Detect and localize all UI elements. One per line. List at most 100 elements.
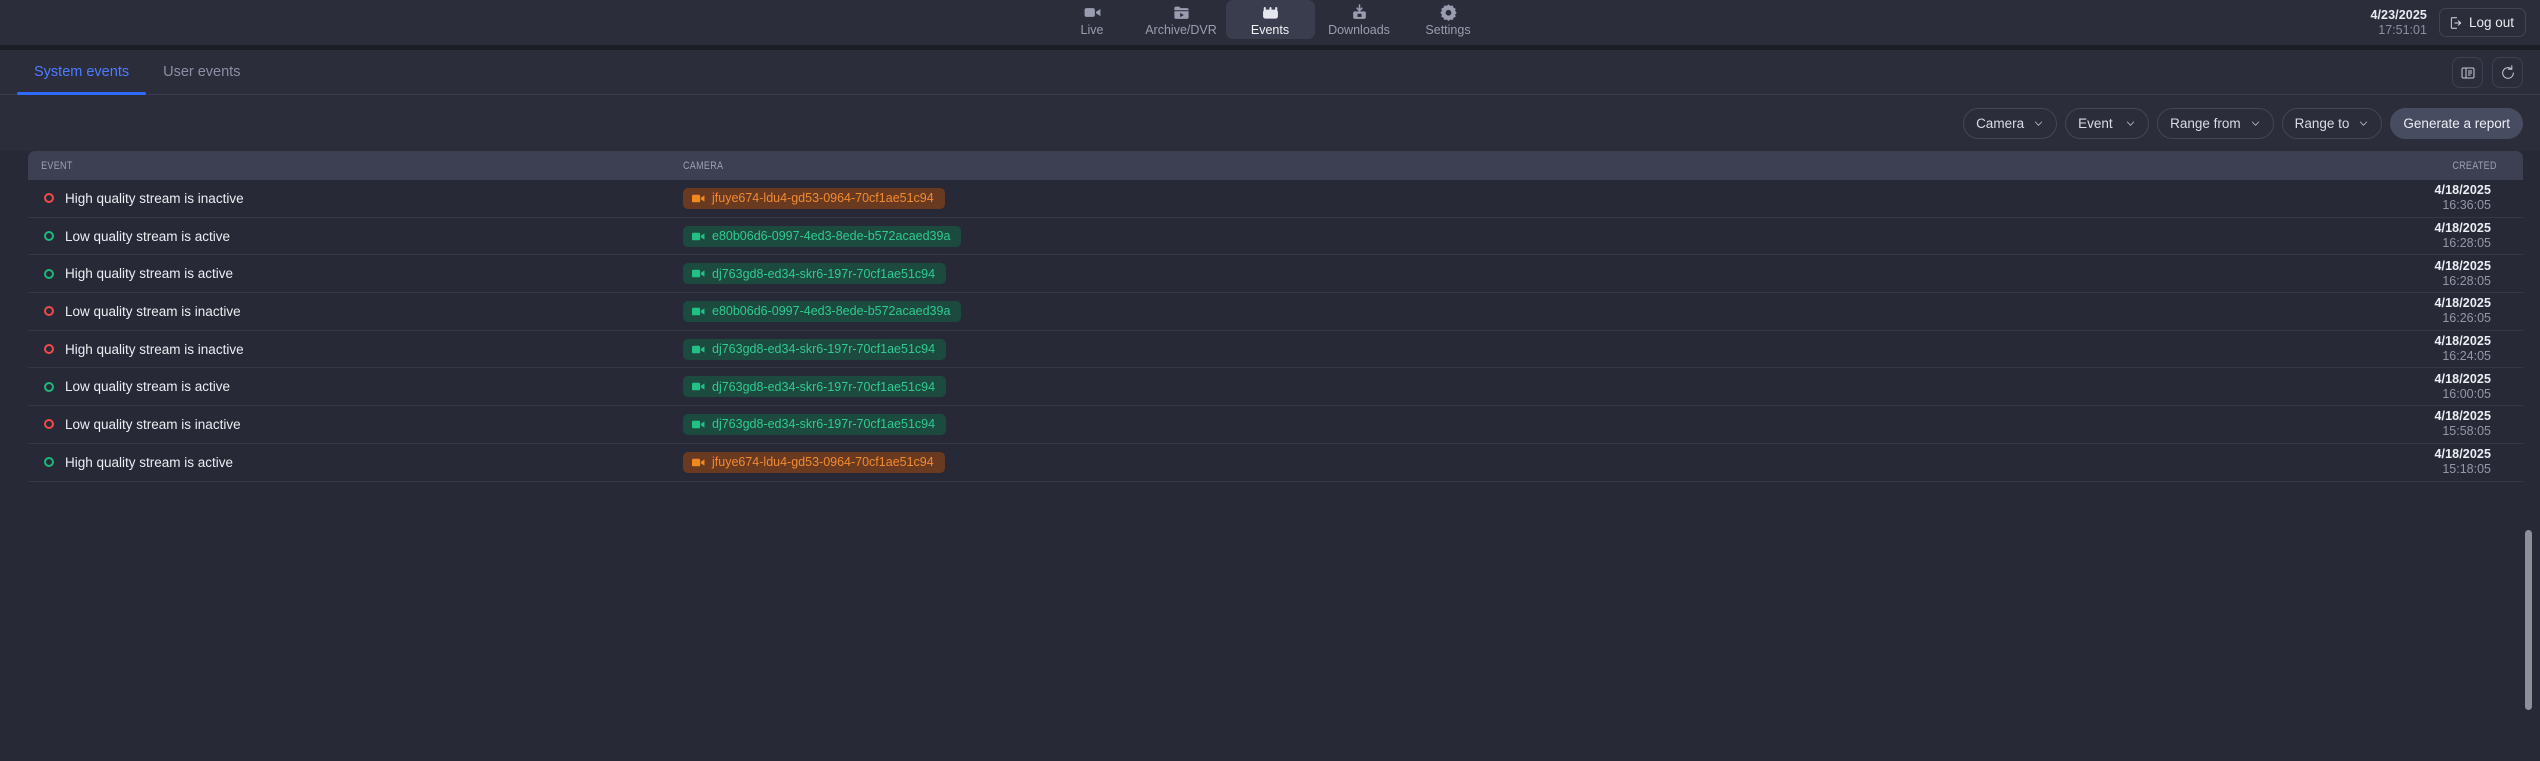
range-from-filter-dropdown[interactable]: Range from bbox=[2157, 107, 2274, 139]
camera-badge[interactable]: e80b06d6-0997-4ed3-8ede-b572acaed39a bbox=[683, 225, 962, 247]
camera-badge[interactable]: dj763gd8-ed34-skr6-197r-70cf1ae51c94 bbox=[683, 263, 947, 285]
event-text: High quality stream is active bbox=[65, 266, 234, 282]
table-header-row: EVENT CAMERA CREATED bbox=[28, 151, 2523, 180]
cell-event: High quality stream is inactive bbox=[28, 191, 683, 206]
table-row[interactable]: Low quality stream is active e80b06d6-099… bbox=[28, 218, 2523, 256]
range-to-filter-label: Range to bbox=[2294, 115, 2350, 131]
topbar-divider bbox=[0, 45, 2540, 50]
chevron-down-icon bbox=[2360, 120, 2368, 126]
nav-item-archive-dvr[interactable]: Archive/DVR bbox=[1137, 0, 1226, 39]
nav-item-events[interactable]: Events bbox=[1225, 0, 1315, 39]
table-row[interactable]: Low quality stream is inactive dj763gd8-e… bbox=[28, 406, 2523, 444]
event-text: Low quality stream is active bbox=[65, 228, 231, 244]
chevron-down-icon bbox=[2251, 120, 2259, 126]
cell-camera: dj763gd8-ed34-skr6-197r-70cf1ae51c94 bbox=[683, 338, 1483, 360]
table-row[interactable]: Low quality stream is active dj763gd8-ed3… bbox=[28, 368, 2523, 407]
created-time: 16:28:05 bbox=[2442, 236, 2491, 251]
video-camera-icon bbox=[692, 307, 705, 316]
video-camera-icon bbox=[692, 194, 705, 203]
cell-created: 4/18/2025 15:18:05 bbox=[1483, 447, 2523, 477]
cell-camera: e80b06d6-0997-4ed3-8ede-b572acaed39a bbox=[683, 225, 1483, 247]
camera-badge[interactable]: e80b06d6-0997-4ed3-8ede-b572acaed39a bbox=[683, 300, 962, 322]
generate-report-button[interactable]: Generate a report bbox=[2390, 107, 2523, 139]
created-date: 4/18/2025 bbox=[2434, 447, 2491, 462]
video-camera-icon bbox=[692, 458, 705, 466]
cell-camera: jfuye674-ldu4-gd53-0964-70cf1ae51c94 bbox=[683, 187, 1483, 209]
logout-label: Log out bbox=[2468, 15, 2514, 30]
cell-camera: e80b06d6-0997-4ed3-8ede-b572acaed39a bbox=[683, 300, 1483, 322]
status-indicator-icon bbox=[44, 419, 54, 430]
tab-system-events[interactable]: System events bbox=[17, 50, 147, 95]
camera-badge-label: dj763gd8-ed34-skr6-197r-70cf1ae51c94 bbox=[712, 266, 936, 281]
logout-icon bbox=[2450, 16, 2462, 29]
cell-camera: dj763gd8-ed34-skr6-197r-70cf1ae51c94 bbox=[683, 413, 1483, 435]
table-row[interactable]: High quality stream is inactive dj763gd8-… bbox=[28, 331, 2523, 369]
camera-badge-label: dj763gd8-ed34-skr6-197r-70cf1ae51c94 bbox=[712, 342, 936, 357]
table-row[interactable]: Low quality stream is inactive e80b06d6-0… bbox=[28, 293, 2523, 331]
video-camera-icon bbox=[1084, 8, 1100, 17]
camera-badge[interactable]: dj763gd8-ed34-skr6-197r-70cf1ae51c94 bbox=[683, 413, 947, 435]
refresh-icon bbox=[2501, 64, 2514, 79]
camera-badge-label: dj763gd8-ed34-skr6-197r-70cf1ae51c94 bbox=[712, 417, 936, 432]
cell-created: 4/18/2025 16:24:05 bbox=[1483, 334, 2523, 364]
cell-event: High quality stream is active bbox=[28, 455, 683, 470]
cell-event: Low quality stream is active bbox=[28, 379, 683, 394]
camera-badge-label: jfuye674-ldu4-gd53-0964-70cf1ae51c94 bbox=[712, 191, 934, 206]
created-date: 4/18/2025 bbox=[2434, 183, 2491, 198]
range-to-filter-dropdown[interactable]: Range to bbox=[2281, 107, 2383, 139]
status-indicator-icon bbox=[44, 306, 54, 317]
table-row[interactable]: High quality stream is active dj763gd8-ed… bbox=[28, 255, 2523, 294]
cell-camera: jfuye674-ldu4-gd53-0964-70cf1ae51c94 bbox=[683, 451, 1483, 473]
event-filter-label: Event bbox=[2078, 115, 2113, 131]
camera-filter-dropdown[interactable]: Camera bbox=[1963, 107, 2058, 139]
event-text: High quality stream is inactive bbox=[65, 341, 244, 357]
folder-play-icon bbox=[1173, 6, 1189, 19]
cell-created: 4/18/2025 16:28:05 bbox=[1483, 259, 2523, 289]
video-camera-icon bbox=[692, 382, 705, 391]
vertical-scrollbar-thumb[interactable] bbox=[2525, 530, 2532, 710]
chevron-down-icon bbox=[2034, 120, 2043, 126]
cell-event: High quality stream is active bbox=[28, 266, 683, 281]
nav-item-settings[interactable]: Settings bbox=[1404, 0, 1493, 39]
download-box-icon bbox=[1352, 4, 1366, 19]
status-indicator-icon bbox=[44, 381, 54, 392]
table-row[interactable]: High quality stream is inactive jfuye674-… bbox=[28, 180, 2523, 218]
table-row[interactable]: High quality stream is active jfuye674-ld… bbox=[28, 444, 2523, 482]
cell-created: 4/18/2025 16:00:05 bbox=[1483, 372, 2523, 402]
cell-created: 4/18/2025 15:58:05 bbox=[1483, 409, 2523, 439]
event-text: High quality stream is active bbox=[65, 454, 234, 470]
camera-badge[interactable]: dj763gd8-ed34-skr6-197r-70cf1ae51c94 bbox=[683, 338, 947, 360]
camera-badge[interactable]: jfuye674-ldu4-gd53-0964-70cf1ae51c94 bbox=[683, 451, 945, 473]
video-camera-icon bbox=[692, 232, 705, 240]
created-time: 16:36:05 bbox=[2442, 198, 2491, 213]
event-filter-dropdown[interactable]: Event bbox=[2065, 107, 2150, 139]
top-navigation-bar: Live Archive/DVR Events bbox=[0, 0, 2540, 45]
created-time: 15:58:05 bbox=[2442, 424, 2491, 439]
nav-item-live[interactable]: Live bbox=[1048, 0, 1137, 39]
created-time: 16:28:05 bbox=[2442, 273, 2491, 288]
columns-view-button[interactable] bbox=[2452, 57, 2483, 88]
column-header-camera: CAMERA bbox=[683, 159, 724, 172]
clock-date: 4/23/2025 bbox=[2370, 7, 2427, 22]
camera-badge-label: dj763gd8-ed34-skr6-197r-70cf1ae51c94 bbox=[712, 379, 936, 394]
event-text: Low quality stream is inactive bbox=[65, 303, 241, 319]
camera-badge[interactable]: jfuye674-ldu4-gd53-0964-70cf1ae51c94 bbox=[683, 187, 945, 209]
camera-badge[interactable]: dj763gd8-ed34-skr6-197r-70cf1ae51c94 bbox=[683, 376, 947, 398]
refresh-button[interactable] bbox=[2492, 57, 2523, 88]
created-date: 4/18/2025 bbox=[2434, 258, 2491, 273]
cell-created: 4/18/2025 16:36:05 bbox=[1483, 183, 2523, 213]
logout-button[interactable]: Log out bbox=[2438, 8, 2526, 37]
event-text: Low quality stream is active bbox=[65, 379, 231, 395]
event-text: High quality stream is inactive bbox=[65, 190, 244, 206]
gear-icon bbox=[1439, 4, 1457, 22]
chevron-down-icon bbox=[2126, 120, 2135, 126]
nav-item-downloads[interactable]: Downloads bbox=[1315, 0, 1404, 39]
filter-toolbar: Camera Event Range from Range to Generat… bbox=[0, 95, 2540, 151]
status-indicator-icon bbox=[44, 457, 54, 468]
created-time: 16:24:05 bbox=[2442, 349, 2491, 364]
cell-event: High quality stream is inactive bbox=[28, 342, 683, 357]
event-text: Low quality stream is inactive bbox=[65, 416, 241, 432]
topbar-right-cluster: 4/23/2025 17:51:01 Log out bbox=[2370, 0, 2526, 45]
created-date: 4/18/2025 bbox=[2434, 371, 2491, 386]
tab-user-events[interactable]: User events bbox=[146, 50, 257, 94]
